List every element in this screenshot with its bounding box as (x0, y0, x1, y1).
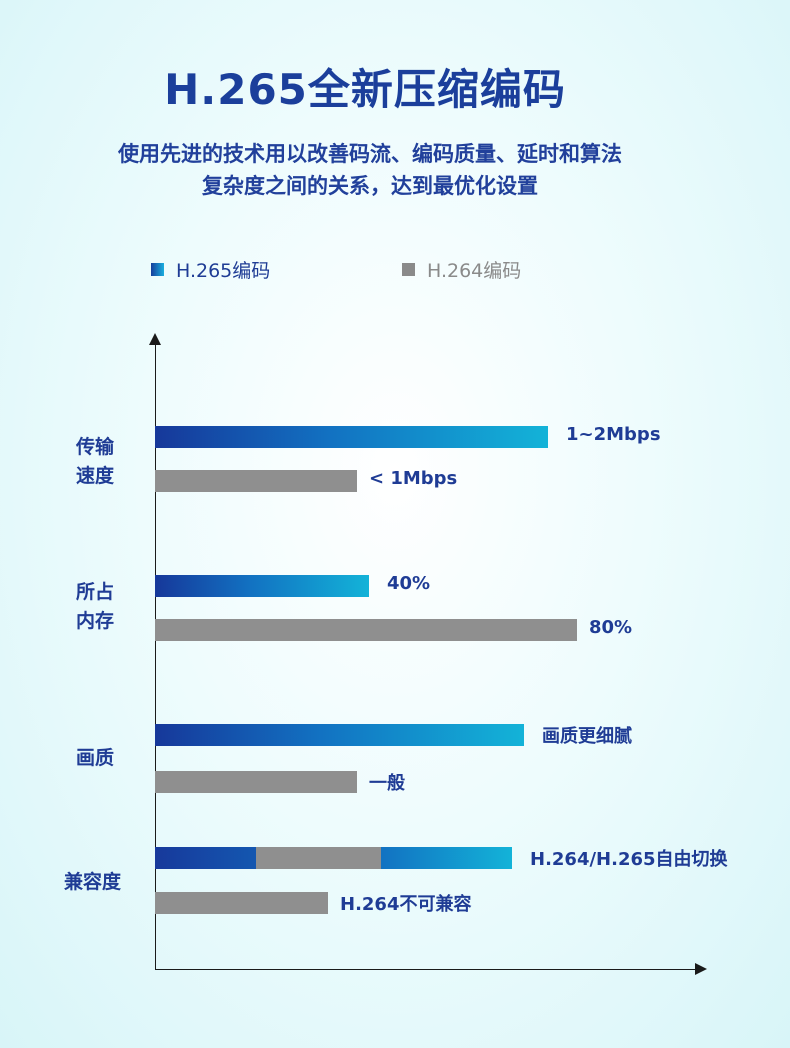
bar-h265-0 (155, 426, 548, 448)
category-memory: 所占 内存 (76, 578, 114, 636)
data-label-h265-0: 1~2Mbps (566, 424, 661, 445)
category-label-line: 所占 (76, 581, 115, 603)
legend-h264-swatch (402, 262, 415, 276)
subtitle-line-1: 使用先进的技术用以改善码流、编码质量、延时和算法 (118, 142, 622, 166)
category-label-line: 兼容度 (64, 871, 122, 893)
category-image-quality: 画质 (76, 744, 114, 773)
legend-h264-label: H.264编码 (427, 259, 522, 282)
x-axis (155, 969, 695, 970)
bar-h265-1 (155, 575, 369, 597)
subtitle-line-2: 复杂度之间的关系，达到最优化设置 (202, 174, 538, 198)
data-label-h265-2: 画质更细腻 (542, 726, 632, 747)
page-title: H.265全新压缩编码 (164, 65, 566, 114)
bar-compat-segment-0 (155, 847, 256, 869)
bar-h264-2 (155, 771, 357, 793)
data-label-h264-1: 80% (589, 617, 633, 638)
data-label-h264-3: H.264不可兼容 (340, 894, 472, 915)
y-axis-arrow-icon (149, 333, 161, 345)
bar-h265-2 (155, 724, 524, 746)
data-label-h265-3: H.264/H.265自由切换 (530, 849, 728, 870)
bar-h264-3 (155, 892, 328, 914)
category-label-line: 传输 (76, 436, 115, 458)
legend-h264: H.264编码 (402, 257, 522, 282)
data-label-h264-0: < 1Mbps (369, 468, 458, 489)
bar-h264-1 (155, 619, 577, 641)
legend-h265: H.265编码 (151, 257, 271, 282)
data-label-h264-2: 一般 (369, 773, 405, 794)
category-label-line: 画质 (76, 747, 115, 769)
data-label-h265-1: 40% (387, 573, 431, 594)
bar-compat-segment-1 (256, 847, 381, 869)
category-label-line: 速度 (76, 465, 115, 487)
category-compatibility: 兼容度 (64, 868, 121, 897)
legend-h265-swatch (151, 262, 164, 276)
category-transfer-speed: 传输 速度 (76, 433, 114, 491)
bar-h264-0 (155, 470, 357, 492)
y-axis (155, 340, 156, 970)
bar-compat-segment-2 (381, 847, 512, 869)
x-axis-arrow-icon (695, 963, 707, 975)
category-label-line: 内存 (76, 610, 115, 632)
legend-h265-label: H.265编码 (176, 259, 271, 282)
